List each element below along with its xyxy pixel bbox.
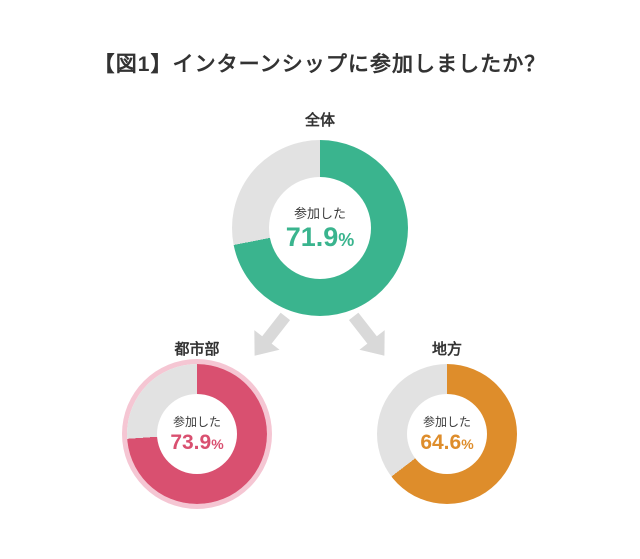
arrow-down-left-icon (242, 306, 298, 365)
percent-value: 64.6 (420, 431, 462, 455)
percent-unit: % (338, 230, 355, 251)
percent-unit: % (461, 436, 474, 453)
percent-value: 73.9 (170, 431, 212, 455)
percent-value: 71.9 (285, 222, 339, 253)
donut-center-label-rural: 参加した (422, 415, 471, 430)
arrow-down-left-shape (254, 312, 291, 356)
donut-chart-urban: 参加した 73.9 % (127, 364, 267, 504)
donut-center-label-overall: 参加した (293, 206, 346, 222)
donut-hole-urban: 参加した 73.9 % (157, 394, 237, 474)
group-label-rural: 地方 (431, 341, 462, 358)
arrow-shape (348, 312, 385, 356)
donut-center-label-urban: 参加した (172, 415, 221, 430)
arrow-shape (254, 312, 291, 356)
donut-hole-overall: 参加した 71.9 % (269, 177, 371, 279)
donut-center-value-overall: 71.9 % (285, 222, 355, 253)
figure-title: 【図1】インターンシップに参加しましたか？ (93, 53, 547, 76)
arrow-down-right-icon (341, 306, 397, 365)
donut-chart-overall: 参加した 71.9 % (232, 140, 408, 316)
arrow-down-right-shape (348, 312, 385, 356)
donut-chart-rural: 参加した 64.6 % (377, 364, 517, 504)
group-label-overall: 全体 (304, 112, 335, 129)
donut-center-value-urban: 73.9 % (170, 431, 223, 454)
group-label-urban: 都市部 (174, 341, 220, 358)
donut-hole-rural: 参加した 64.6 % (407, 394, 487, 474)
donut-center-value-rural: 64.6 % (420, 431, 473, 454)
percent-unit: % (211, 436, 224, 453)
